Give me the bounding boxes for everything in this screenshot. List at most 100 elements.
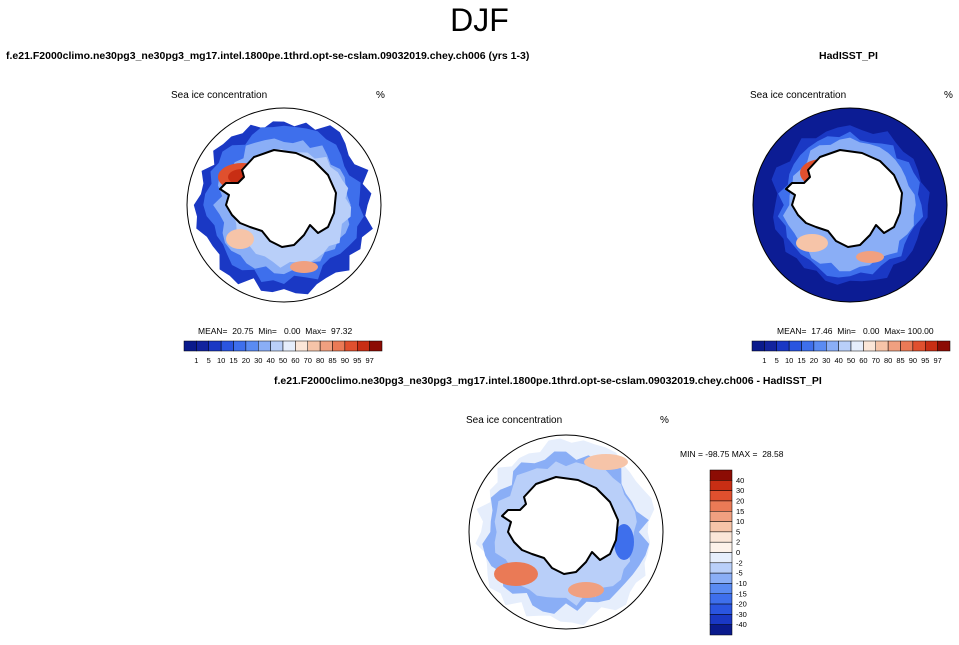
colorbar-tick-label: 30 (254, 356, 262, 365)
ross-ice-pale (796, 234, 828, 252)
test-colorbar: 1 5 10 15 20 30 40 50 60 70 80 85 90 95 97 (183, 340, 383, 365)
colorbar-tick-label: -30 (736, 610, 747, 619)
colorbar-swatch (709, 562, 733, 574)
colorbar-swatch (751, 340, 765, 352)
colorbar-swatch (270, 340, 284, 352)
colorbar-tick-label: 20 (242, 356, 250, 365)
colorbar-tick-label: -2 (736, 558, 743, 567)
colorbar-swatch (709, 531, 733, 543)
diff-negative-east (614, 524, 634, 560)
test-units-label: % (376, 90, 385, 101)
colorbar-tick-label: 15 (797, 356, 805, 365)
colorbar-swatch (344, 340, 358, 352)
obs-polar-map (752, 107, 948, 303)
colorbar-tick-label: 20 (736, 496, 744, 505)
colorbar-swatch (709, 490, 733, 502)
colorbar-swatch (319, 340, 333, 352)
colorbar-swatch (813, 340, 827, 352)
colorbar-swatch (282, 340, 296, 352)
colorbar-tick-label: -10 (736, 579, 747, 588)
diff-positive-ross (494, 562, 538, 586)
colorbar-swatch (307, 340, 321, 352)
test-stats: MEAN= 20.75 Min= 0.00 Max= 97.32 (198, 326, 353, 336)
colorbar-swatch (850, 340, 864, 352)
colorbar-swatch (295, 340, 309, 352)
colorbar-swatch (332, 340, 346, 352)
colorbar-tick-label: 30 (822, 356, 830, 365)
colorbar-swatch (709, 583, 733, 595)
colorbar-swatch (838, 340, 852, 352)
diff-units-label: % (660, 415, 669, 426)
colorbar-tick-label: 10 (785, 356, 793, 365)
colorbar-swatch (245, 340, 259, 352)
diff-variable-label: Sea ice concentration (466, 415, 563, 426)
colorbar-tick-label: 0 (736, 548, 740, 557)
colorbar-swatch (196, 340, 210, 352)
colorbar-swatch (912, 340, 926, 352)
colorbar-swatch (709, 593, 733, 605)
colorbar-swatch (208, 340, 222, 352)
colorbar-tick-label: 5 (207, 356, 211, 365)
diff-case-title: f.e21.F2000climo.ne30pg3_ne30pg3_mg17.in… (274, 375, 822, 387)
figure-title: DJF (450, 2, 509, 38)
colorbar-tick-label: 95 (921, 356, 929, 365)
colorbar-tick-label: -20 (736, 600, 747, 609)
test-variable-label: Sea ice concentration (171, 90, 268, 101)
obs-variable-label: Sea ice concentration (750, 90, 847, 101)
colorbar-tick-label: 10 (217, 356, 225, 365)
diff-polar-map (468, 434, 664, 630)
colorbar-swatch (826, 340, 839, 352)
colorbar-tick-label: 80 (316, 356, 324, 365)
colorbar-tick-label: 85 (328, 356, 336, 365)
colorbar-tick-label: 40 (736, 476, 744, 485)
colorbar-tick-label: 15 (229, 356, 237, 365)
colorbar-swatch (709, 469, 733, 481)
test-polar-map (186, 107, 382, 303)
colorbar-swatch (709, 552, 733, 564)
colorbar-swatch (801, 340, 815, 352)
map-boundary (752, 107, 948, 303)
antarctica-coastline (785, 149, 903, 248)
colorbar-swatch (709, 572, 733, 584)
colorbar-tick-label: 40 (834, 356, 842, 365)
colorbar-swatch (233, 340, 247, 352)
colorbar-tick-label: 30 (736, 486, 744, 495)
colorbar-tick-label: 5 (736, 527, 740, 536)
colorbar-tick-label: 70 (872, 356, 880, 365)
diff-stats: MIN = -98.75 MAX = 28.58 (680, 449, 784, 459)
colorbar-tick-label: 60 (859, 356, 867, 365)
colorbar-tick-label: 10 (736, 517, 744, 526)
colorbar-tick-label: 5 (775, 356, 779, 365)
colorbar-tick-label: 50 (847, 356, 855, 365)
colorbar-swatch (709, 614, 733, 625)
colorbar-swatch (369, 340, 383, 352)
colorbar-tick-label: -40 (736, 620, 747, 629)
colorbar-tick-label: 1 (762, 356, 766, 365)
test-case-title: f.e21.F2000climo.ne30pg3_ne30pg3_mg17.in… (6, 50, 530, 62)
colorbar-tick-label: 97 (365, 356, 373, 365)
colorbar-swatch (863, 340, 877, 352)
map-boundary (468, 434, 664, 630)
colorbar-tick-label: 1 (194, 356, 198, 365)
colorbar-swatch (709, 603, 733, 615)
colorbar-swatch (709, 511, 733, 522)
colorbar-swatch (788, 340, 802, 352)
antarctica-coastline (501, 476, 619, 575)
colorbar-tick-label: 40 (266, 356, 274, 365)
colorbar-swatch (887, 340, 901, 352)
colorbar-tick-label: 50 (279, 356, 287, 365)
colorbar-tick-label: 60 (291, 356, 299, 365)
colorbar-swatch (925, 340, 938, 352)
amundsen-ice (290, 261, 318, 273)
colorbar-swatch (900, 340, 914, 352)
colorbar-tick-label: -15 (736, 589, 747, 598)
diff-positive-amundsen (568, 582, 604, 598)
colorbar-swatch (709, 521, 733, 533)
colorbar-swatch (776, 340, 790, 352)
colorbar-tick-label: 85 (896, 356, 904, 365)
amundsen-ice (856, 251, 884, 263)
colorbar-swatch (709, 541, 733, 553)
colorbar-swatch (258, 340, 271, 352)
obs-colorbar: 1 5 10 15 20 30 40 50 60 70 80 85 90 95 97 (751, 340, 951, 365)
